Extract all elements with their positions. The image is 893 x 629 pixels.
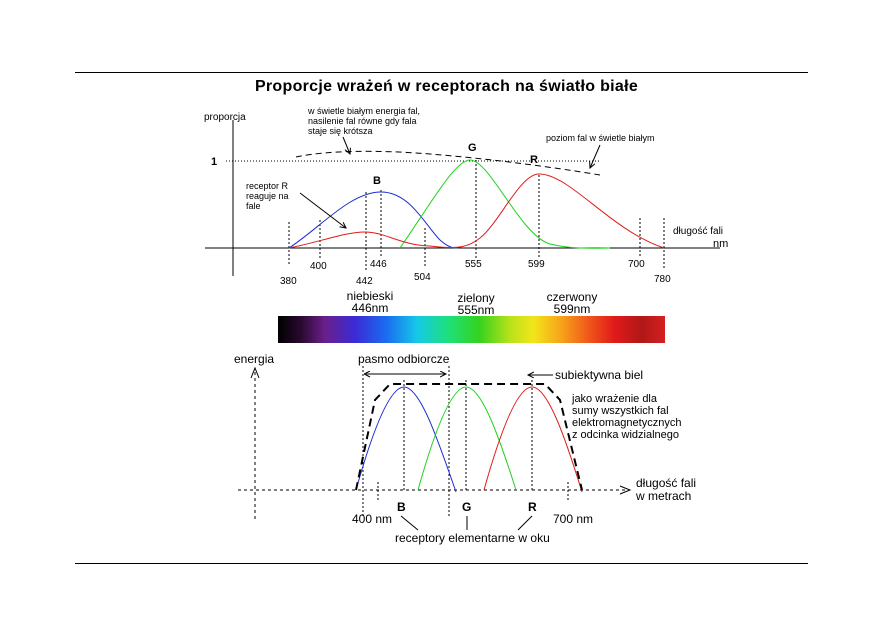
tick-504: 504	[414, 272, 431, 283]
top-x-label: długość fali	[673, 226, 723, 237]
bottom-chart: energia długość fali w metrach pasmo odb…	[234, 352, 696, 545]
tick-700: 700	[628, 259, 645, 270]
bottom-letter-b: B	[397, 500, 406, 514]
receptor-r-line3: fale	[246, 201, 261, 211]
note-line2: nasilenie fal równe gdy fala	[308, 116, 417, 126]
curve-red	[288, 173, 665, 249]
band-green-name: zielony	[457, 291, 495, 305]
white-envelope	[355, 383, 583, 491]
tick-599: 599	[528, 259, 545, 270]
top-y-one: 1	[211, 156, 217, 168]
note-line1: w świetle białym energia fal,	[307, 106, 420, 116]
visible-spectrum-band	[278, 316, 665, 343]
receptor-r-line2: reaguje na	[246, 191, 289, 201]
bottom-curve-blue	[355, 386, 457, 493]
subj-label: subiektywna biel	[555, 368, 643, 382]
note-arrow	[342, 136, 350, 154]
bottom-letter-g: G	[462, 500, 471, 514]
note-line3: staje się krótsza	[308, 126, 373, 136]
tick-442: 442	[356, 276, 373, 287]
pasmo-label: pasmo odbiorcze	[358, 352, 450, 366]
bottom-letter-r: R	[528, 500, 537, 514]
label-400nm: 400 nm	[352, 512, 392, 526]
band-blue-wl: 446nm	[351, 301, 389, 315]
bottom-rule	[75, 563, 808, 564]
pointer-b	[400, 515, 419, 531]
band-red-name: czerwony	[546, 290, 598, 304]
bottom-curve-red	[483, 386, 583, 493]
bottom-curve-green	[417, 386, 517, 491]
desc-line2: sumy wszystkich fal	[572, 405, 669, 417]
curve-blue	[288, 191, 459, 249]
pointer-r	[517, 515, 533, 531]
band-blue-name: niebieski	[346, 289, 394, 303]
top-letter-g: G	[468, 142, 477, 154]
white-light-level	[295, 150, 601, 176]
tick-780: 780	[654, 274, 671, 285]
band-red-wl: 599nm	[553, 302, 591, 316]
band-green-label: zielony 555nm	[436, 292, 516, 316]
label-700nm: 700 nm	[553, 512, 593, 526]
level-note-arrow	[590, 144, 601, 168]
top-y-label: proporcja	[204, 112, 246, 123]
receptor-r-line1: receptor R	[246, 181, 289, 191]
bottom-y-label: energia	[234, 352, 274, 366]
top-x-unit: nm	[713, 238, 728, 250]
desc-line4: z odcinka widzialnego	[572, 429, 679, 441]
tick-446: 446	[370, 259, 387, 270]
band-red-label: czerwony 599nm	[532, 291, 612, 315]
receptors-label: receptory elementarne w oku	[395, 531, 550, 545]
band-blue-label: niebieski 446nm	[330, 290, 410, 314]
top-chart: proporcja 1 długość fali nm 380 400 442 …	[204, 106, 728, 287]
bottom-x-arrow	[619, 485, 632, 495]
level-note: poziom fal w świetle białym	[546, 133, 655, 143]
bottom-x-label2: w metrach	[635, 489, 691, 503]
page-title: Proporcje wrażeń w receptorach na światł…	[254, 78, 639, 95]
top-letter-b: B	[373, 175, 381, 187]
top-letter-r: R	[530, 154, 538, 166]
receptor-r-arrow	[299, 192, 346, 228]
band-green-wl: 555nm	[457, 303, 495, 317]
tick-555: 555	[465, 259, 482, 270]
curve-green	[399, 159, 611, 249]
top-rule	[75, 72, 808, 73]
bottom-x-label1: długość fali	[636, 476, 696, 490]
bottom-y-arrow	[250, 366, 260, 379]
desc-line1: jako wrażenie dla	[571, 393, 658, 405]
tick-380: 380	[280, 276, 297, 287]
desc-line3: elektromagnetycznych	[572, 417, 681, 429]
tick-400: 400	[310, 261, 327, 272]
